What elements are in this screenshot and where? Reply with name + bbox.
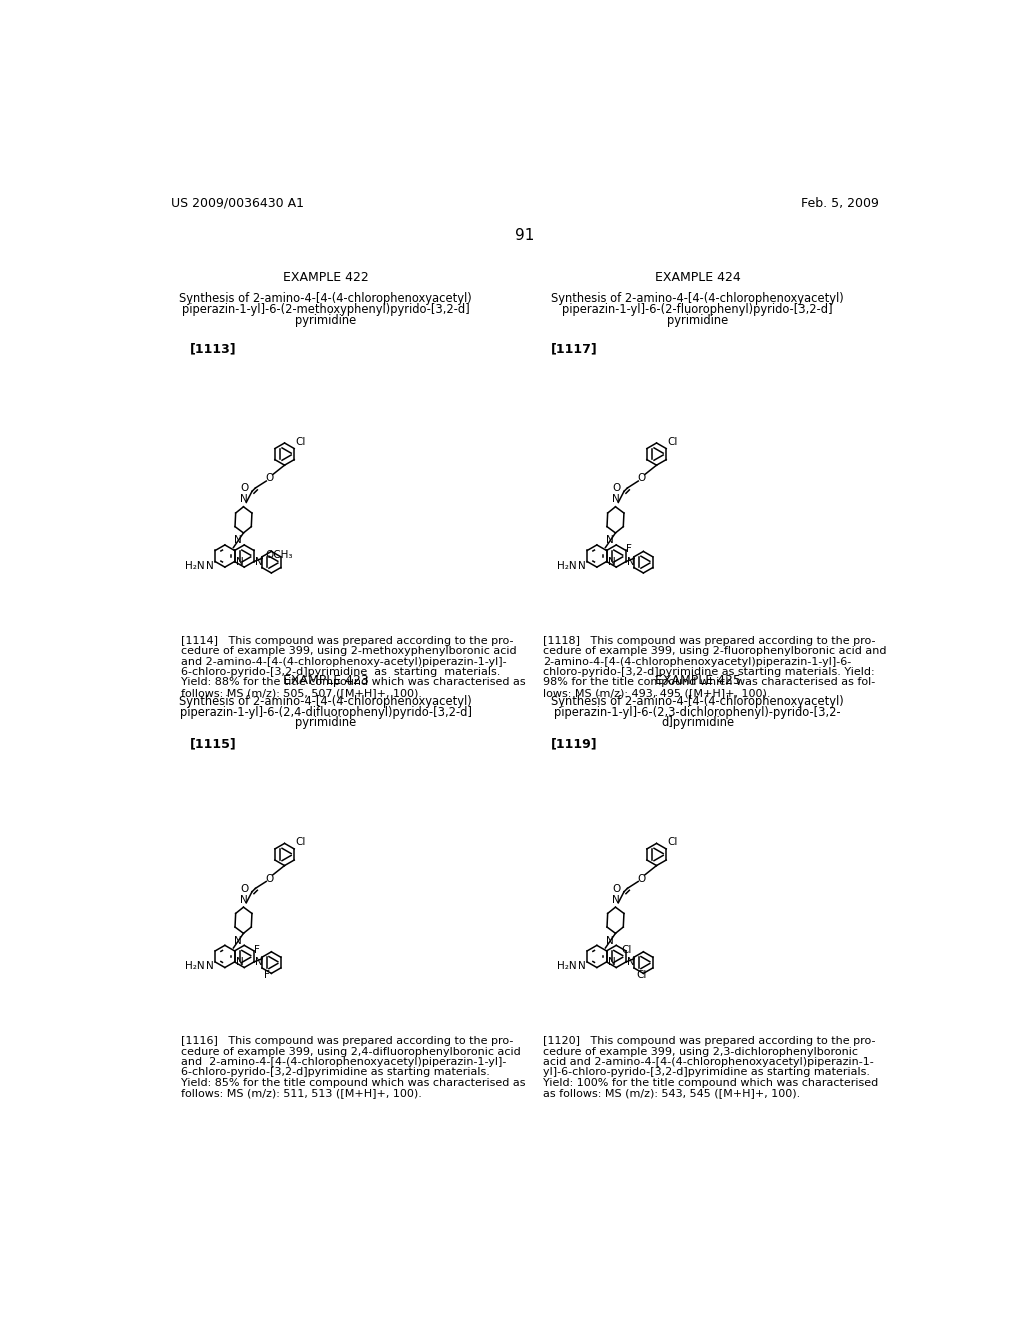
Text: N: N <box>612 895 621 904</box>
Text: 2-amino-4-[4-(4-chlorophenoxyacetyl)piperazin-1-yl]-6-: 2-amino-4-[4-(4-chlorophenoxyacetyl)pipe… <box>543 656 851 667</box>
Text: H₂N: H₂N <box>557 961 577 972</box>
Text: US 2009/0036430 A1: US 2009/0036430 A1 <box>171 197 304 210</box>
Text: [1116]   This compound was prepared according to the pro-: [1116] This compound was prepared accord… <box>180 1036 513 1047</box>
Text: cedure of example 399, using 2,3-dichlorophenylboronic: cedure of example 399, using 2,3-dichlor… <box>543 1047 858 1056</box>
Text: EXAMPLE 422: EXAMPLE 422 <box>283 271 369 284</box>
Text: N: N <box>608 957 615 968</box>
Text: N: N <box>578 561 586 570</box>
Text: Cl: Cl <box>668 437 678 447</box>
Text: follows: MS (m/z): 511, 513 ([M+H]+, 100).: follows: MS (m/z): 511, 513 ([M+H]+, 100… <box>180 1088 422 1098</box>
Text: [1118]   This compound was prepared according to the pro-: [1118] This compound was prepared accord… <box>543 636 876 645</box>
Text: Yield: 100% for the title compound which was characterised: Yield: 100% for the title compound which… <box>543 1077 878 1088</box>
Text: piperazin-1-yl]-6-(2-fluorophenyl)pyrido-[3,2-d]: piperazin-1-yl]-6-(2-fluorophenyl)pyrido… <box>562 302 833 315</box>
Text: N: N <box>237 957 244 968</box>
Text: Synthesis of 2-amino-4-[4-(4-chlorophenoxyacetyl): Synthesis of 2-amino-4-[4-(4-chloropheno… <box>179 292 472 305</box>
Text: O: O <box>612 483 621 494</box>
Text: Cl: Cl <box>622 945 632 954</box>
Text: cedure of example 399, using 2-methoxyphenylboronic acid: cedure of example 399, using 2-methoxyph… <box>180 647 516 656</box>
Text: EXAMPLE 424: EXAMPLE 424 <box>654 271 740 284</box>
Text: as follows: MS (m/z): 543, 545 ([M+H]+, 100).: as follows: MS (m/z): 543, 545 ([M+H]+, … <box>543 1088 800 1098</box>
Text: [1117]: [1117] <box>550 343 597 356</box>
Text: O: O <box>612 883 621 894</box>
Text: and 2-amino-4-[4-(4-chlorophenoxy-acetyl)piperazin-1-yl]-: and 2-amino-4-[4-(4-chlorophenoxy-acetyl… <box>180 656 506 667</box>
Text: 6-chloro-pyrido-[3,2-d]pyrimidine  as  starting  materials.: 6-chloro-pyrido-[3,2-d]pyrimidine as sta… <box>180 667 500 677</box>
Text: EXAMPLE 425: EXAMPLE 425 <box>654 675 740 686</box>
Text: N: N <box>234 936 242 945</box>
Text: cedure of example 399, using 2,4-difluorophenylboronic acid: cedure of example 399, using 2,4-difluor… <box>180 1047 520 1056</box>
Text: N: N <box>241 895 248 904</box>
Text: O: O <box>637 874 645 883</box>
Text: N: N <box>237 557 244 566</box>
Text: N: N <box>255 557 263 566</box>
Text: Yield: 88% for the title compound which was characterised as: Yield: 88% for the title compound which … <box>180 677 525 688</box>
Text: EXAMPLE 423: EXAMPLE 423 <box>283 675 369 686</box>
Text: N: N <box>206 961 214 972</box>
Text: [1113]: [1113] <box>190 343 237 356</box>
Text: Yield: 85% for the title compound which was characterised as: Yield: 85% for the title compound which … <box>180 1077 525 1088</box>
Text: N: N <box>206 561 214 570</box>
Text: [1119]: [1119] <box>550 737 597 750</box>
Text: H₂N: H₂N <box>184 961 205 972</box>
Text: pyrimidine: pyrimidine <box>295 314 356 326</box>
Text: [1115]: [1115] <box>190 737 237 750</box>
Text: Cl: Cl <box>296 837 306 847</box>
Text: yl]-6-chloro-pyrido-[3,2-d]pyrimidine as starting materials.: yl]-6-chloro-pyrido-[3,2-d]pyrimidine as… <box>543 1068 869 1077</box>
Text: and  2-amino-4-[4-(4-chlorophenoxyacetyl)piperazin-1-yl]-: and 2-amino-4-[4-(4-chlorophenoxyacetyl)… <box>180 1057 506 1067</box>
Text: O: O <box>637 474 645 483</box>
Text: pyrimidine: pyrimidine <box>667 314 728 326</box>
Text: Synthesis of 2-amino-4-[4-(4-chlorophenoxyacetyl): Synthesis of 2-amino-4-[4-(4-chloropheno… <box>179 694 472 708</box>
Text: piperazin-1-yl]-6-(2,3-dichlorophenyl)-pyrido-[3,2-: piperazin-1-yl]-6-(2,3-dichlorophenyl)-p… <box>554 705 841 718</box>
Text: 6-chloro-pyrido-[3,2-d]pyrimidine as starting materials.: 6-chloro-pyrido-[3,2-d]pyrimidine as sta… <box>180 1068 489 1077</box>
Text: [1114]   This compound was prepared according to the pro-: [1114] This compound was prepared accord… <box>180 636 513 645</box>
Text: follows: MS (m/z): 505, 507 ([M+H]+, 100).: follows: MS (m/z): 505, 507 ([M+H]+, 100… <box>180 688 422 698</box>
Text: F: F <box>264 969 270 979</box>
Text: N: N <box>606 535 614 545</box>
Text: N: N <box>606 936 614 945</box>
Text: chloro-pyrido-[3,2-d]pyrimidine as starting materials. Yield:: chloro-pyrido-[3,2-d]pyrimidine as start… <box>543 667 874 677</box>
Text: 98% for the title compound which was characterised as fol-: 98% for the title compound which was cha… <box>543 677 874 688</box>
Text: Synthesis of 2-amino-4-[4-(4-chlorophenoxyacetyl): Synthesis of 2-amino-4-[4-(4-chloropheno… <box>551 694 844 708</box>
Text: O: O <box>265 474 273 483</box>
Text: N: N <box>628 957 635 968</box>
Text: OCH₃: OCH₃ <box>265 550 293 560</box>
Text: [1120]   This compound was prepared according to the pro-: [1120] This compound was prepared accord… <box>543 1036 876 1047</box>
Text: N: N <box>608 557 615 566</box>
Text: piperazin-1-yl]-6-(2,4-difluorophenyl)pyrido-[3,2-d]: piperazin-1-yl]-6-(2,4-difluorophenyl)py… <box>179 705 472 718</box>
Text: N: N <box>612 495 621 504</box>
Text: 91: 91 <box>515 228 535 243</box>
Text: d]pyrimidine: d]pyrimidine <box>662 717 734 730</box>
Text: O: O <box>241 883 249 894</box>
Text: N: N <box>241 495 248 504</box>
Text: N: N <box>578 961 586 972</box>
Text: Cl: Cl <box>668 837 678 847</box>
Text: O: O <box>265 874 273 883</box>
Text: F: F <box>254 945 260 954</box>
Text: N: N <box>628 557 635 566</box>
Text: piperazin-1-yl]-6-(2-methoxyphenyl)pyrido-[3,2-d]: piperazin-1-yl]-6-(2-methoxyphenyl)pyrid… <box>181 302 469 315</box>
Text: O: O <box>241 483 249 494</box>
Text: F: F <box>626 544 632 554</box>
Text: H₂N: H₂N <box>184 561 205 570</box>
Text: lows: MS (m/z): 493, 495 ([M+H]+, 100).: lows: MS (m/z): 493, 495 ([M+H]+, 100). <box>543 688 770 698</box>
Text: N: N <box>255 957 263 968</box>
Text: N: N <box>234 535 242 545</box>
Text: H₂N: H₂N <box>557 561 577 570</box>
Text: Cl: Cl <box>296 437 306 447</box>
Text: Synthesis of 2-amino-4-[4-(4-chlorophenoxyacetyl): Synthesis of 2-amino-4-[4-(4-chloropheno… <box>551 292 844 305</box>
Text: Cl: Cl <box>636 969 647 979</box>
Text: Feb. 5, 2009: Feb. 5, 2009 <box>801 197 879 210</box>
Text: acid and 2-amino-4-[4-(4-chlorophenoxyacetyl)piperazin-1-: acid and 2-amino-4-[4-(4-chlorophenoxyac… <box>543 1057 873 1067</box>
Text: pyrimidine: pyrimidine <box>295 717 356 730</box>
Text: cedure of example 399, using 2-fluorophenylboronic acid and: cedure of example 399, using 2-fluorophe… <box>543 647 886 656</box>
